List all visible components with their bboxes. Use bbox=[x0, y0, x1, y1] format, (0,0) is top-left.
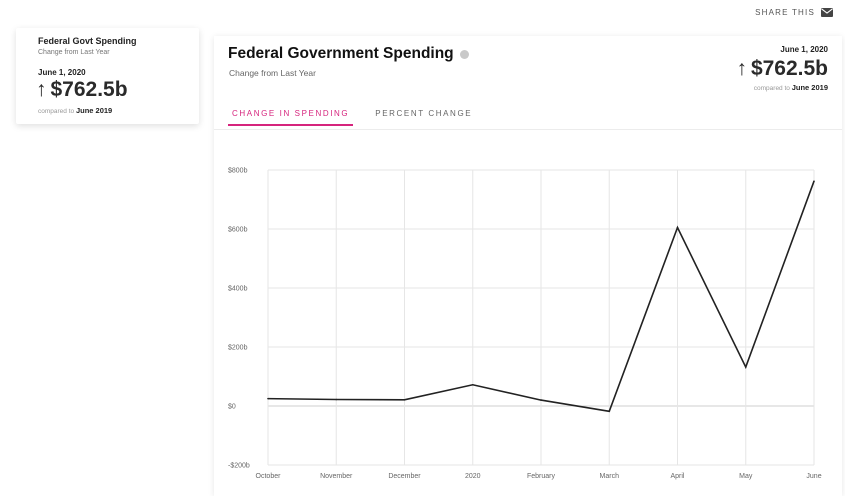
chart-card-subtitle: Change from Last Year bbox=[229, 68, 316, 78]
compare-period: June 2019 bbox=[791, 83, 828, 92]
x-tick-label: October bbox=[256, 473, 282, 480]
compare-period: June 2019 bbox=[75, 106, 113, 115]
summary-card[interactable]: Federal Govt Spending Change from Last Y… bbox=[16, 28, 199, 124]
y-tick-label: $200b bbox=[228, 345, 248, 352]
data-point bbox=[813, 180, 815, 183]
x-tick-label: 2020 bbox=[465, 473, 481, 480]
chart-card-title: Federal Government Spending bbox=[228, 45, 469, 63]
y-tick-label: $0 bbox=[228, 404, 236, 411]
data-point bbox=[608, 410, 611, 413]
y-tick-label: $800b bbox=[228, 168, 248, 175]
chart-card-compare: compared to June 2019 bbox=[754, 83, 828, 92]
data-point bbox=[540, 399, 542, 401]
spending-line-chart: $800b $600b $400b $200b $0 -$200b October Novem… bbox=[228, 168, 822, 481]
chart-card-value: ↑ $762.5b bbox=[736, 57, 828, 81]
y-tick-label: $400b bbox=[228, 286, 248, 293]
tab-change-in-spending[interactable]: CHANGE IN SPENDING bbox=[228, 106, 354, 126]
compare-prefix: compared to bbox=[753, 85, 790, 92]
arrow-up-icon: ↑ bbox=[736, 57, 747, 80]
info-icon[interactable] bbox=[459, 49, 469, 59]
x-tick-label: February bbox=[527, 473, 556, 480]
spending-chart-card: Federal Government Spending Change from … bbox=[214, 36, 842, 496]
chart-card-title-text: Federal Government Spending bbox=[228, 45, 454, 62]
x-tick-label: April bbox=[670, 473, 684, 480]
summary-card-value: ↑ $762.5b bbox=[36, 78, 128, 102]
arrow-up-icon: ↑ bbox=[36, 78, 47, 101]
data-point bbox=[744, 366, 747, 368]
x-tick-label: November bbox=[320, 473, 353, 480]
x-tick-label: May bbox=[739, 473, 753, 480]
chart-tabs: CHANGE IN SPENDING PERCENT CHANGE bbox=[228, 106, 476, 126]
share-button[interactable]: SHARE THIS bbox=[755, 8, 833, 17]
share-label: SHARE THIS bbox=[755, 8, 815, 17]
envelope-icon bbox=[821, 8, 833, 17]
data-point bbox=[335, 398, 338, 401]
x-tick-label: December bbox=[388, 473, 421, 480]
data-point bbox=[471, 383, 474, 386]
chart-card-date: June 1, 2020 bbox=[780, 45, 828, 54]
summary-card-title: Federal Govt Spending bbox=[38, 36, 137, 46]
x-tick-label: June bbox=[806, 473, 821, 480]
y-tick-label: -$200b bbox=[228, 463, 250, 470]
summary-card-amount: $762.5b bbox=[50, 78, 128, 101]
x-tick-label: March bbox=[600, 473, 620, 480]
data-point bbox=[267, 397, 269, 400]
y-tick-label: $600b bbox=[228, 227, 248, 234]
data-point bbox=[403, 399, 406, 401]
chart-card-amount: $762.5b bbox=[750, 57, 828, 80]
summary-card-compare: compared to June 2019 bbox=[38, 106, 112, 115]
summary-card-date: June 1, 2020 bbox=[38, 68, 86, 77]
compare-prefix: compared to bbox=[38, 108, 75, 115]
summary-card-subtitle: Change from Last Year bbox=[38, 49, 110, 56]
data-point bbox=[676, 226, 679, 229]
tabs-divider bbox=[214, 129, 842, 130]
tab-percent-change[interactable]: PERCENT CHANGE bbox=[375, 109, 473, 118]
